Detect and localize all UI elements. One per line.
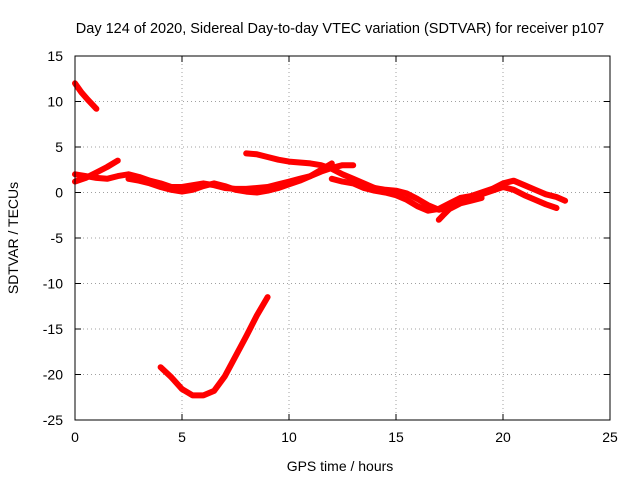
tick-layer: 0 5 10 15 20 25 15 10 5 0 -5 -10 -15 -20 -25	[43, 48, 618, 445]
y-tick-label: -20	[43, 367, 63, 383]
y-tick-label: -10	[43, 276, 63, 292]
y-tick-label: -5	[51, 230, 64, 246]
x-tick-label: 5	[178, 429, 186, 445]
y-tick-label: 10	[47, 94, 63, 110]
y-tick-label: 5	[55, 139, 63, 155]
grid-layer	[75, 56, 610, 420]
series-line-arc-dip	[157, 294, 271, 399]
y-tick-label: 15	[47, 48, 63, 64]
y-tick-label: 0	[55, 185, 63, 201]
x-tick-label: 0	[71, 429, 79, 445]
chart-title: Day 124 of 2020, Sidereal Day-to-day VTE…	[76, 21, 604, 37]
x-tick-label: 20	[495, 429, 511, 445]
x-axis-label: GPS time / hours	[287, 458, 394, 474]
x-tick-label: 10	[281, 429, 297, 445]
x-tick-label: 25	[602, 429, 618, 445]
series-line-arc-main-3	[125, 160, 335, 196]
series-layer	[72, 80, 569, 399]
series-line-arc-main-2	[72, 157, 121, 185]
x-tick-label: 15	[388, 429, 404, 445]
series-line-arc-early-descending	[72, 80, 100, 112]
y-axis-label: SDTVAR / TECUs	[5, 182, 21, 294]
series-line-arc-late-3	[435, 195, 485, 223]
y-tick-label: -25	[43, 412, 63, 428]
y-tick-label: -15	[43, 321, 63, 337]
